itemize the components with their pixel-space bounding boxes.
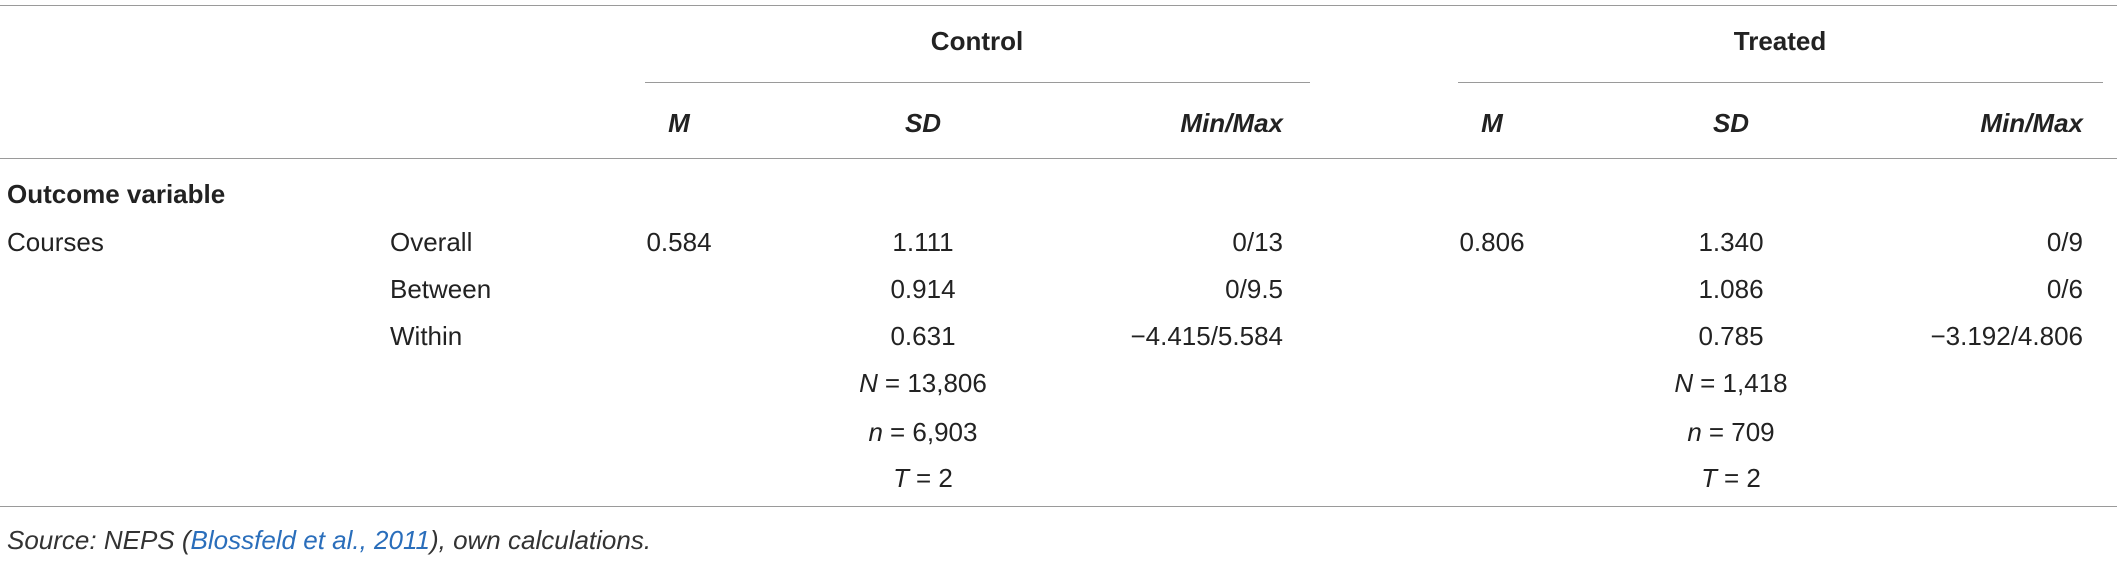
stat-symbol: n — [868, 417, 883, 447]
column-header: SD — [1712, 108, 1750, 138]
cell: 0.785 — [1698, 321, 1764, 351]
stat-value: = 6,903 — [889, 417, 978, 447]
stat-cell: T = 2 — [1701, 465, 1761, 491]
cell: 0.806 — [1459, 227, 1525, 257]
stat-symbol: n — [1687, 417, 1702, 447]
rule-header — [0, 158, 2117, 159]
row-label: Between — [390, 274, 492, 304]
stat-value: = 709 — [1708, 417, 1775, 447]
section-label: Outcome variable — [7, 179, 226, 209]
rule-bottom — [0, 506, 2117, 507]
stat-symbol: T — [893, 463, 910, 493]
cell: 1.111 — [892, 227, 954, 257]
stat-cell: N = 13,806 — [859, 370, 987, 396]
group-rule — [645, 82, 1310, 83]
cell: 0/13 — [1232, 227, 1283, 257]
citation-link[interactable]: Blossfeld et al., 2011 — [190, 525, 430, 555]
group-header: Control — [930, 26, 1024, 56]
row-label: Within — [390, 321, 463, 351]
cell: 0/6 — [2046, 274, 2083, 304]
group-header: Treated — [1733, 26, 1827, 56]
cell: 1.340 — [1698, 227, 1764, 257]
group-rule — [1458, 82, 2103, 83]
column-header: M — [668, 108, 690, 138]
rule-top — [0, 5, 2117, 6]
stat-symbol: T — [1701, 463, 1718, 493]
cell: 0/9 — [2046, 227, 2083, 257]
row-label: Overall — [390, 227, 473, 257]
stat-value: = 2 — [916, 463, 953, 493]
note-text: ), own calculations. — [429, 525, 652, 555]
stat-cell: n = 709 — [1687, 419, 1774, 445]
cell: 0.914 — [890, 274, 956, 304]
stat-cell: T = 2 — [893, 465, 953, 491]
column-header: M — [1481, 108, 1503, 138]
cell: −4.415/5.584 — [1130, 321, 1283, 351]
cell: −3.192/4.806 — [1930, 321, 2083, 351]
stat-value: = 1,418 — [1700, 368, 1788, 398]
cell: 1.086 — [1698, 274, 1764, 304]
column-header: Min/Max — [1180, 108, 1283, 138]
variable-label: Courses — [7, 227, 104, 257]
column-header: Min/Max — [1980, 108, 2083, 138]
source-note: Source: NEPS (Blossfeld et al., 2011), o… — [7, 527, 651, 553]
stat-cell: N = 1,418 — [1674, 370, 1787, 396]
cell: 0.631 — [890, 321, 956, 351]
note-text: Source: NEPS ( — [7, 525, 191, 555]
cell: 0/9.5 — [1225, 274, 1283, 304]
stat-value: = 2 — [1724, 463, 1761, 493]
cell: 0.584 — [646, 227, 712, 257]
stat-value: = 13,806 — [884, 368, 987, 398]
stat-symbol: N — [1674, 368, 1694, 398]
column-header: SD — [904, 108, 942, 138]
stat-symbol: N — [859, 368, 878, 398]
stat-cell: n = 6,903 — [869, 419, 978, 445]
